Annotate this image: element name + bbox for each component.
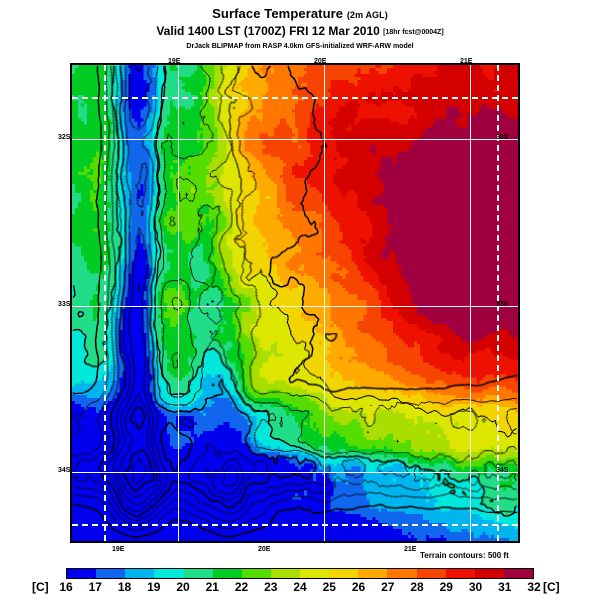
colorbar-swatch-29 (445, 569, 475, 578)
colorbar-swatch-16 (67, 569, 97, 578)
colorbar-unit-left: [C] (32, 580, 49, 594)
domain-boundary-top (72, 97, 518, 99)
colorbar-tick-22: 22 (234, 580, 249, 594)
gridline-lon-21e (470, 65, 471, 541)
colorbar-tick-16: 16 (59, 580, 73, 594)
colorbar-swatch-25 (329, 569, 359, 578)
lon-label-top-19e: 19E (168, 58, 181, 65)
colorbar-swatch-21 (212, 569, 242, 578)
model-credit: DrJack BLIPMAP from RASP 4.0km GFS-initi… (186, 43, 414, 50)
lon-label-bottom-20e: 20E (258, 546, 271, 553)
colorbar-tick-27: 27 (381, 580, 395, 594)
valid-time-text: Valid 1400 LST (1700Z) FRI 12 Mar 2010 (156, 24, 380, 38)
colorbar-swatch-31 (503, 569, 533, 578)
colorbar-swatch-23 (270, 569, 300, 578)
colorbar-tick-23: 23 (264, 580, 278, 594)
lat-label-right-32s: 32S (496, 134, 509, 141)
colorbar-swatch-20 (183, 569, 213, 578)
page-title: Surface Temperature (2m AGL) (0, 6, 600, 23)
colorbar-tick-32: 32 (527, 580, 541, 594)
colorbar-tick-24: 24 (293, 580, 307, 594)
title-block: Surface Temperature (2m AGL) Valid 1400 … (0, 6, 600, 52)
colorbar-swatch-30 (474, 569, 504, 578)
gridline-lon-19e (178, 65, 179, 541)
colorbar-tick-26: 26 (351, 580, 366, 594)
colorbar-tick-30: 30 (468, 580, 483, 594)
lat-label-left-32s: 32S (58, 134, 71, 141)
forecast-cycle-text: [18hr fcst@0004Z] (383, 29, 444, 36)
page-title-text: Surface Temperature (212, 6, 344, 21)
lat-label-left-33s: 33S (58, 301, 71, 308)
colorbar-unit-right: [C] (543, 580, 560, 594)
colorbar-swatch-28 (416, 569, 446, 578)
lon-label-bottom-21e: 21E (404, 546, 417, 553)
colorbar-swatch-26 (358, 569, 388, 578)
colorbar-tick-31: 31 (498, 580, 512, 594)
colorbar-tick-21: 21 (205, 580, 219, 594)
colorbar-ticks: 16 17 18 19 20 21 22 23 24 25 26 27 28 29 30 31 32 (0, 580, 600, 596)
gridline-lat-32s (72, 139, 518, 140)
colorbar-swatch-24 (300, 569, 330, 578)
domain-boundary-bottom (72, 524, 518, 526)
lat-label-right-33s: 33S (496, 301, 509, 308)
gridline-lat-34s (72, 472, 518, 473)
lon-label-bottom-19e: 19E (112, 546, 125, 553)
colorbar-block: Terrain contours: 500 ft 16 17 18 19 20 21 22 2… (0, 551, 600, 597)
temperature-map[interactable] (70, 63, 520, 543)
colorbar-swatch-18 (125, 569, 155, 578)
colorbar-swatch-19 (154, 569, 184, 578)
colorbar-tick-25: 25 (322, 580, 336, 594)
colorbar-swatch-27 (387, 569, 417, 578)
lat-label-right-34s: 34S (496, 467, 509, 474)
page-title-suffix: (2m AGL) (346, 10, 388, 20)
colorbar-tick-29: 29 (439, 580, 453, 594)
domain-boundary-right (497, 65, 499, 541)
gridline-lat-33s (72, 306, 518, 307)
colorbar-tick-20: 20 (176, 580, 190, 594)
terrain-contour-note: Terrain contours: 500 ft (420, 551, 509, 560)
colorbar-swatch-17 (96, 569, 126, 578)
domain-boundary-left (104, 65, 106, 541)
lat-label-left-34s: 34S (58, 467, 71, 474)
temperature-field (72, 65, 518, 541)
colorbar-tick-18: 18 (117, 580, 132, 594)
colorbar-tick-28: 28 (410, 580, 424, 594)
colorbar[interactable] (66, 568, 534, 579)
colorbar-swatch-22 (241, 569, 271, 578)
lon-label-top-20e: 20E (314, 58, 327, 65)
colorbar-tick-17: 17 (88, 580, 102, 594)
lon-label-top-21e: 21E (460, 58, 473, 65)
colorbar-tick-19: 19 (147, 580, 161, 594)
valid-time-line: Valid 1400 LST (1700Z) FRI 12 Mar 2010 [… (0, 24, 600, 40)
gridline-lon-20e (324, 65, 325, 541)
